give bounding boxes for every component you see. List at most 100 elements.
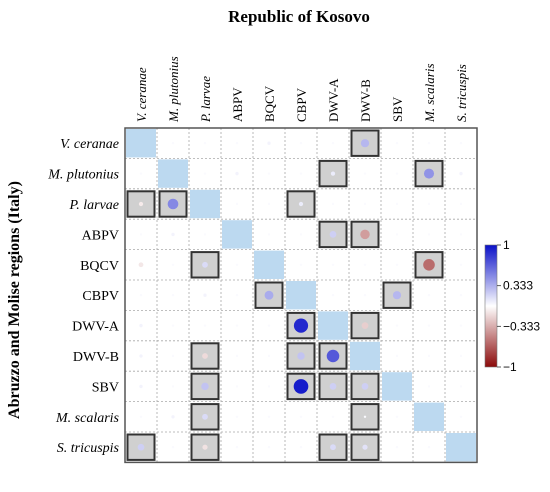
colorbar: 1 0.333 −0.333 −1 <box>484 238 540 374</box>
diagonal-cell <box>382 372 412 401</box>
correlation-dot <box>167 198 179 210</box>
plot-border <box>124 127 478 464</box>
correlation-dot <box>299 446 303 449</box>
row-label: M. scalaris <box>55 411 120 426</box>
correlation-dot <box>299 172 303 175</box>
correlation-dot <box>235 446 239 449</box>
chart-title: Republic of Kosovo <box>228 7 370 26</box>
correlation-dot <box>361 383 369 390</box>
correlation-dot <box>171 446 175 449</box>
correlation-dot <box>331 263 335 266</box>
correlation-dot <box>459 263 463 266</box>
correlation-dot <box>267 415 271 418</box>
correlation-dot <box>299 415 303 418</box>
row-label: S. tricuspis <box>57 441 120 456</box>
row-label: BQCV <box>80 259 119 274</box>
correlation-dot <box>395 202 399 206</box>
correlation-dot <box>137 443 145 451</box>
correlation-dot <box>235 415 239 418</box>
correlation-dot <box>203 324 207 327</box>
column-label: P. larvae <box>198 76 213 123</box>
correlation-dot <box>171 354 175 358</box>
correlation-dot <box>235 354 239 358</box>
diagonal-cell <box>126 129 156 158</box>
correlation-dot <box>326 349 340 363</box>
row-label: ABPV <box>82 228 119 243</box>
correlation-dot <box>427 202 431 206</box>
correlation-dot <box>139 323 143 328</box>
correlation-dot <box>427 294 431 297</box>
correlation-dot <box>329 383 337 390</box>
significant-cell <box>414 251 444 279</box>
correlation-dot <box>330 171 336 176</box>
correlation-dot <box>171 232 175 237</box>
correlation-dot <box>171 263 175 266</box>
correlation-dot <box>171 415 175 419</box>
row-label: SBV <box>92 380 119 395</box>
column-label: V. ceranae <box>134 67 149 122</box>
diagonal-cell <box>190 189 220 219</box>
correlation-dot <box>202 413 208 420</box>
correlation-dot <box>459 294 463 297</box>
correlation-dot <box>139 172 143 175</box>
correlation-dot <box>202 353 208 359</box>
correlation-dot <box>297 352 305 360</box>
correlation-dot <box>363 202 367 206</box>
correlation-dot <box>363 294 367 297</box>
correlation-dot <box>363 172 367 175</box>
correlation-dot <box>395 233 399 236</box>
diagonal-cell <box>222 220 252 249</box>
row-label: DWV-B <box>73 350 119 365</box>
correlation-dot <box>139 415 143 418</box>
correlation-dot <box>459 171 463 176</box>
significant-cell <box>350 311 380 340</box>
column-label: S. tricuspis <box>454 64 469 122</box>
correlation-dot <box>299 233 303 236</box>
correlation-dot <box>202 261 208 268</box>
correlation-dot <box>331 415 335 418</box>
correlation-dot <box>235 324 239 327</box>
correlation-dot <box>293 379 309 394</box>
correlation-dot <box>235 385 239 388</box>
correlation-dot <box>427 233 431 236</box>
diagonal-cell <box>318 311 348 340</box>
correlation-dot <box>235 202 239 206</box>
correlation-dot <box>459 324 463 327</box>
correlation-dot <box>171 294 175 297</box>
correlation-dot <box>459 415 463 418</box>
correlation-dot <box>235 142 239 145</box>
correlation-dot <box>363 263 367 266</box>
row-label: P. larvae <box>68 198 119 213</box>
correlation-dot <box>363 415 367 418</box>
correlation-dot <box>427 324 431 327</box>
correlation-dot <box>427 354 431 358</box>
correlation-dot <box>459 354 463 358</box>
colorbar-gradient <box>484 244 498 368</box>
correlation-dot <box>203 142 207 145</box>
column-label: CBPV <box>294 87 309 122</box>
plot-area: V. ceranae M. plutonius P. larvae ABPV BQCV C… <box>47 56 478 464</box>
column-label: M. scalaris <box>422 64 437 124</box>
correlation-dot <box>299 142 303 145</box>
correlation-dot <box>427 142 431 145</box>
correlation-dot <box>293 318 309 333</box>
diagonal-cell <box>158 159 188 188</box>
diagonal-cell <box>414 402 444 431</box>
significant-cell <box>318 433 348 461</box>
correlation-dot <box>267 202 271 206</box>
correlation-dot <box>395 354 399 358</box>
correlation-dot <box>139 384 143 389</box>
row-label: CBPV <box>82 289 119 304</box>
correlation-dot <box>267 233 271 236</box>
correlation-dot <box>139 354 143 358</box>
significant-cell <box>190 342 220 370</box>
correlation-dot <box>171 324 175 327</box>
correlation-dot <box>267 172 271 175</box>
correlation-dot <box>298 201 304 207</box>
colorbar-tick-label: 1 <box>503 238 510 252</box>
correlation-dot <box>331 202 335 206</box>
significant-cell <box>350 129 380 157</box>
correlation-dot <box>235 294 239 297</box>
correlation-dot <box>360 229 370 240</box>
